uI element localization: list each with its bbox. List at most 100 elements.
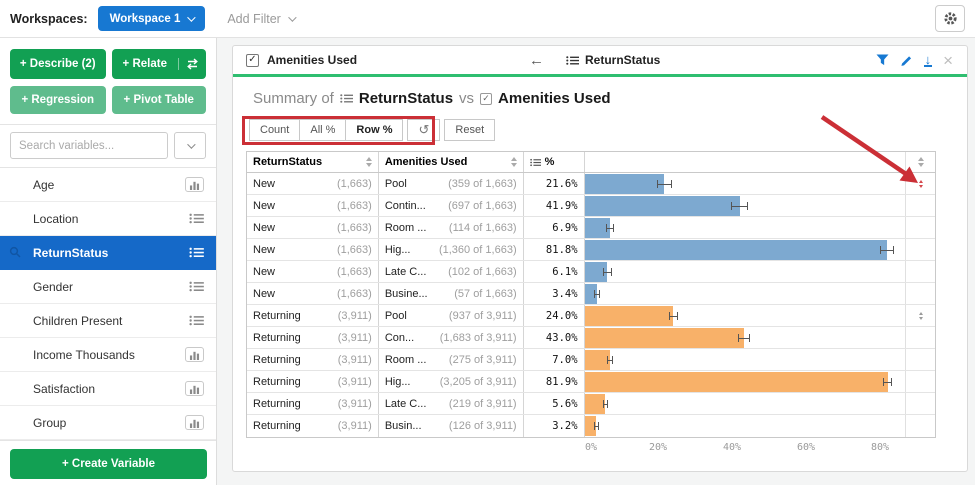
table-row[interactable]: Returning (3,911) Late C... (219 of 3,911) 5… (247, 393, 935, 415)
sort-icon[interactable] (917, 157, 924, 167)
histogram-icon (189, 351, 200, 360)
percent-bar[interactable] (584, 284, 598, 304)
close-panel-button[interactable]: × (943, 50, 953, 70)
percent-bar[interactable] (584, 218, 611, 238)
table-row[interactable]: Returning (3,911) Con... (1,683 of 3,911) 43… (247, 327, 935, 349)
filter-button[interactable] (876, 54, 889, 66)
table-row[interactable]: Returning (3,911) Hig... (3,205 of 3,911) 81… (247, 371, 935, 393)
cell-percent: 6.9% (524, 217, 585, 238)
percent-bar[interactable] (584, 196, 740, 216)
histogram-icon-button[interactable] (185, 177, 204, 192)
percent-bar[interactable] (584, 174, 665, 194)
amenity-name: Room ... (384, 221, 427, 234)
table-row[interactable]: New (1,663) Busine... (57 of 1,663) 3.4% (247, 283, 935, 305)
percent-bar[interactable] (584, 350, 611, 370)
error-bar (883, 378, 892, 386)
group-name: New (253, 221, 276, 234)
count-button[interactable]: Count (249, 119, 301, 141)
percent-bar[interactable] (584, 262, 608, 282)
workspace-selector-button[interactable]: Workspace 1 (97, 6, 206, 31)
percent-bar[interactable] (584, 372, 888, 392)
cell-amenity: Pool (937 of 3,911) (379, 305, 524, 326)
percent-bar[interactable] (584, 306, 674, 326)
list-icon-button[interactable] (189, 281, 204, 292)
settings-button[interactable] (935, 5, 965, 32)
sidebar-item-location[interactable]: Location (0, 202, 216, 236)
gear-icon (943, 12, 957, 25)
table-row[interactable]: Returning (3,911) Room ... (275 of 3,911) 7.… (247, 349, 935, 371)
amenities-used-checkbox[interactable]: ✓ (246, 53, 259, 67)
back-arrow-icon[interactable]: ← (529, 51, 544, 69)
x-axis-tick: 60% (796, 442, 816, 453)
list-icon-button[interactable] (189, 213, 204, 224)
panel-variable-label: Amenities Used (267, 53, 358, 67)
cell-sort-indicator (906, 195, 935, 216)
percent-bar[interactable] (584, 240, 888, 260)
sidebar-item-age[interactable]: Age (0, 168, 216, 202)
sidebar-item-children-present[interactable]: Children Present (0, 304, 216, 338)
row-percent-button[interactable]: Row % (346, 119, 404, 141)
col-header-returnstatus[interactable]: ReturnStatus (247, 152, 379, 172)
variable-search-row (0, 125, 216, 167)
error-bar (668, 312, 679, 320)
table-row[interactable]: New (1,663) Room ... (114 of 1,663) 6.9% (247, 217, 935, 239)
col-header-label: ReturnStatus (253, 156, 323, 168)
table-row[interactable]: New (1,663) Hig... (1,360 of 1,663) 81.8% (247, 239, 935, 261)
edit-button[interactable] (900, 54, 913, 67)
cell-sort-indicator (906, 261, 935, 282)
variables-dropdown-button[interactable] (174, 132, 206, 159)
regression-button[interactable]: + Regression (10, 86, 106, 114)
group-count: (1,663) (336, 177, 372, 190)
sidebar-item-income-thousands[interactable]: Income Thousands (0, 338, 216, 372)
table-row[interactable]: New (1,663) Late C... (102 of 1,663) 6.1% (247, 261, 935, 283)
cell-bar-chart (584, 217, 907, 238)
col-header-sort[interactable] (906, 152, 935, 172)
download-button[interactable]: ↓ (923, 51, 933, 67)
group-count: (1,663) (336, 199, 372, 212)
sidebar-item-returnstatus[interactable]: ReturnStatus (0, 236, 216, 270)
swap-variables-button[interactable] (178, 58, 206, 70)
cell-returnstatus: Returning (3,911) (247, 349, 379, 370)
sidebar-item-gender[interactable]: Gender (0, 270, 216, 304)
table-row[interactable]: Returning (3,911) Pool (937 of 3,911) 24.0% (247, 305, 935, 327)
cell-sort-indicator (906, 217, 935, 238)
percent-bar[interactable] (584, 328, 744, 348)
list-icon-button[interactable] (189, 247, 204, 258)
sidebar-item-satisfaction[interactable]: Satisfaction (0, 372, 216, 406)
reset-button[interactable]: Reset (444, 119, 496, 141)
variable-list: Age Location ReturnStatus Gender Children Pr… (0, 167, 216, 440)
related-variable-chip[interactable]: ReturnStatus (566, 53, 660, 67)
histogram-icon-button[interactable] (185, 415, 204, 430)
col-header-percent[interactable]: % (524, 152, 585, 172)
percent-bar[interactable] (584, 394, 606, 414)
group-name: Returning (253, 420, 301, 432)
group-name: Returning (253, 375, 301, 388)
refresh-button[interactable]: ↺ (407, 119, 441, 141)
variables-sidebar: + Describe (2) + Relate + Regression + P… (0, 38, 217, 485)
amenity-count: (57 of 1,663) (454, 287, 517, 300)
row-sort-indicator[interactable] (918, 179, 923, 188)
sidebar-item-group[interactable]: Group (0, 406, 216, 440)
list-icon-button[interactable] (189, 315, 204, 326)
cell-returnstatus: Returning (3,911) (247, 371, 379, 392)
histogram-icon-button[interactable] (185, 347, 204, 362)
describe-button[interactable]: + Describe (2) (10, 49, 106, 79)
row-sort-indicator[interactable] (918, 311, 923, 320)
add-filter-button[interactable]: Add Filter (227, 12, 297, 26)
percent-bar[interactable] (584, 416, 597, 436)
histogram-icon-button[interactable] (185, 381, 204, 396)
sort-icon[interactable] (510, 157, 517, 167)
sort-icon[interactable] (365, 157, 372, 167)
table-row[interactable]: Returning (3,911) Busin... (126 of 3,911) 3.… (247, 415, 935, 437)
cell-amenity: Late C... (102 of 1,663) (379, 261, 524, 282)
amenity-name: Contin... (384, 199, 426, 212)
create-variable-button[interactable]: + Create Variable (10, 449, 207, 479)
table-row[interactable]: New (1,663) Pool (359 of 1,663) 21.6% (247, 173, 935, 195)
table-row[interactable]: New (1,663) Contin... (697 of 1,663) 41.9% (247, 195, 935, 217)
search-variables-input[interactable] (10, 132, 168, 159)
relate-button[interactable]: + Relate (122, 58, 167, 70)
col-header-amenities[interactable]: Amenities Used (379, 152, 524, 172)
pivot-table-button[interactable]: + Pivot Table (111, 86, 206, 114)
all-percent-button[interactable]: All % (300, 119, 347, 141)
chevron-down-icon (187, 12, 197, 22)
